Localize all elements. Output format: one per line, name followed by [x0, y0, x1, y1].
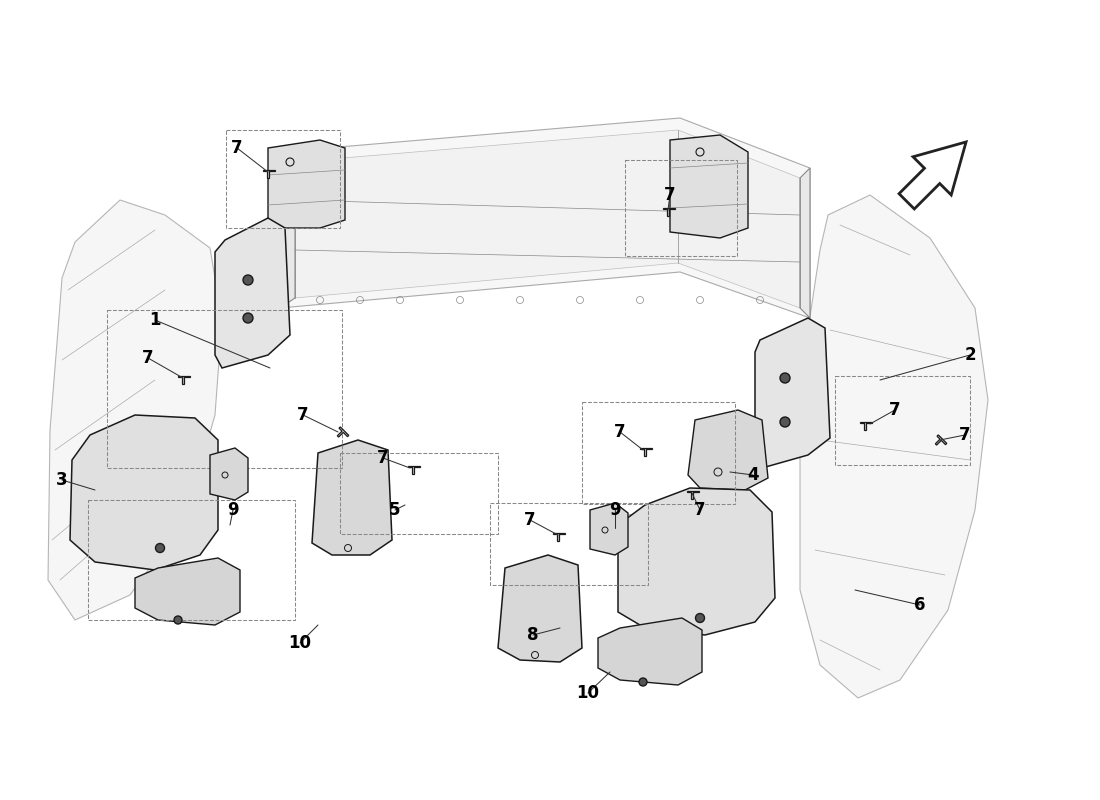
Polygon shape: [800, 168, 810, 318]
Circle shape: [639, 678, 647, 686]
Polygon shape: [670, 135, 748, 238]
Text: 9: 9: [228, 501, 239, 519]
Text: 7: 7: [664, 186, 675, 204]
Text: 7: 7: [377, 449, 388, 467]
Bar: [835, 376, 970, 465]
Circle shape: [243, 275, 253, 285]
Text: 4: 4: [747, 466, 759, 484]
Polygon shape: [688, 410, 768, 490]
Polygon shape: [48, 200, 222, 620]
Text: 8: 8: [527, 626, 539, 644]
Polygon shape: [312, 440, 392, 555]
Text: 10: 10: [288, 634, 311, 652]
Circle shape: [243, 313, 253, 323]
Bar: [340, 453, 498, 534]
Polygon shape: [899, 142, 966, 209]
Polygon shape: [590, 503, 628, 555]
Polygon shape: [70, 415, 218, 570]
Polygon shape: [263, 170, 275, 178]
Text: 7: 7: [959, 426, 971, 444]
Polygon shape: [214, 218, 290, 368]
Polygon shape: [860, 422, 872, 430]
Bar: [107, 310, 342, 468]
Polygon shape: [295, 130, 800, 308]
Text: 7: 7: [694, 501, 706, 519]
Bar: [490, 503, 648, 585]
Circle shape: [155, 543, 165, 553]
Polygon shape: [755, 318, 830, 468]
Polygon shape: [178, 376, 190, 384]
Polygon shape: [553, 533, 565, 541]
Polygon shape: [280, 152, 295, 308]
Text: 7: 7: [614, 423, 626, 441]
Text: 6: 6: [914, 596, 926, 614]
Polygon shape: [268, 140, 345, 228]
Circle shape: [174, 616, 182, 624]
Bar: [88, 500, 295, 620]
Bar: [625, 160, 737, 256]
Bar: [226, 130, 340, 228]
Text: 7: 7: [525, 511, 536, 529]
Text: 9: 9: [609, 501, 620, 519]
Polygon shape: [663, 208, 675, 216]
Circle shape: [695, 614, 704, 622]
Text: 2: 2: [965, 346, 976, 364]
Polygon shape: [280, 118, 810, 318]
Text: 10: 10: [576, 684, 600, 702]
Polygon shape: [408, 466, 420, 474]
Text: 1: 1: [150, 311, 161, 329]
Circle shape: [780, 417, 790, 427]
Polygon shape: [498, 555, 582, 662]
Polygon shape: [210, 448, 248, 500]
Bar: [582, 402, 735, 504]
Polygon shape: [598, 618, 702, 685]
Text: 7: 7: [297, 406, 309, 424]
Text: 5: 5: [389, 501, 400, 519]
Polygon shape: [800, 195, 988, 698]
Text: 7: 7: [889, 401, 901, 419]
Polygon shape: [618, 488, 776, 635]
Text: 7: 7: [231, 139, 243, 157]
Text: 7: 7: [142, 349, 154, 367]
Text: 3: 3: [56, 471, 68, 489]
Polygon shape: [135, 558, 240, 625]
Polygon shape: [935, 435, 947, 445]
Polygon shape: [688, 490, 700, 499]
Circle shape: [780, 373, 790, 383]
Polygon shape: [338, 427, 349, 437]
Polygon shape: [640, 448, 652, 456]
